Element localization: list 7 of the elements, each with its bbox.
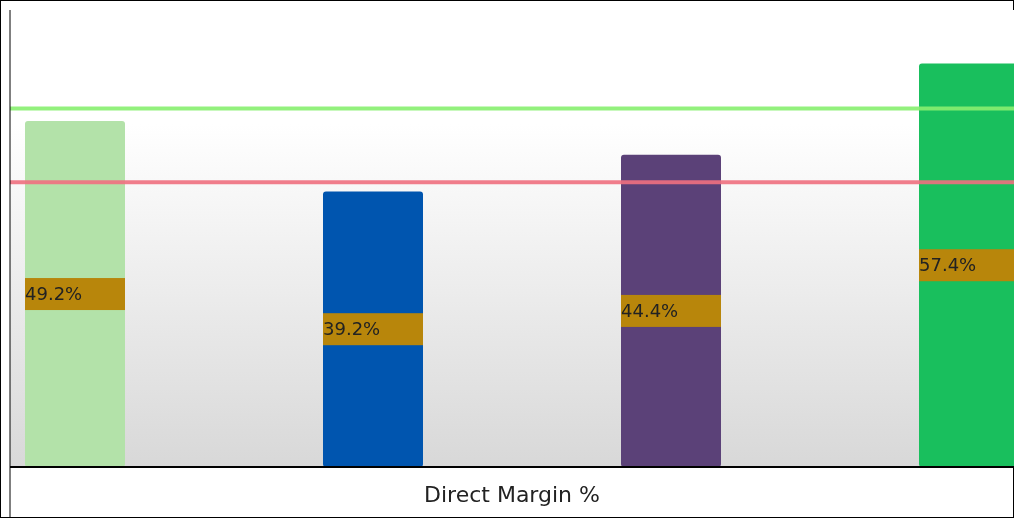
data-label: 39.2% (323, 318, 381, 340)
data-label: 44.4% (621, 299, 679, 321)
x-axis-title: Direct Margin % (424, 482, 600, 507)
data-label: 57.4% (919, 254, 977, 276)
bar (25, 121, 125, 467)
bar (323, 191, 423, 467)
data-label: 49.2% (25, 283, 83, 305)
